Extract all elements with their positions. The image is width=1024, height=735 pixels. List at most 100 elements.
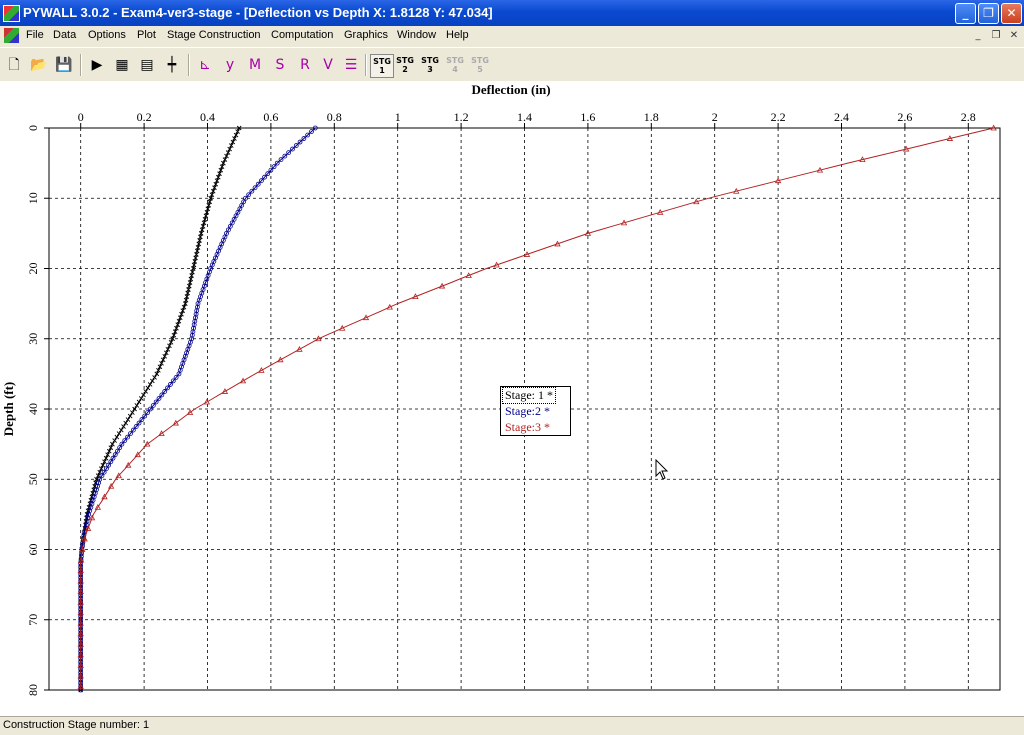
- plot-v-icon[interactable]: V: [323, 57, 333, 73]
- data-point-stage-1: [145, 385, 151, 391]
- x-tick-label: 0: [78, 110, 84, 124]
- data-point-stage-1: [212, 185, 217, 191]
- mdi-close-icon[interactable]: ✕: [1009, 30, 1019, 41]
- data-point-stage-2: [194, 304, 200, 310]
- data-point-stage-2: [115, 448, 120, 454]
- data-point-stage-2: [110, 455, 116, 461]
- data-point-stage-2: [119, 441, 125, 447]
- data-point-stage-1: [203, 213, 209, 219]
- menu-file[interactable]: File: [26, 29, 44, 41]
- x-tick-label: 2: [712, 110, 718, 124]
- plot-r-icon[interactable]: R: [300, 57, 310, 73]
- plot-yp-icon[interactable]: ⊾: [199, 57, 211, 73]
- data-point-stage-1: [177, 315, 183, 320]
- plot-m-icon[interactable]: M: [248, 57, 262, 73]
- data-point-stage-1: [210, 188, 216, 194]
- data-point-stage-2: [262, 174, 267, 180]
- x-tick-label: 0.4: [200, 110, 215, 124]
- data-point-stage-2: [274, 160, 280, 166]
- data-point-stage-3: [94, 504, 101, 510]
- x-axis-title: Deflection (in): [471, 82, 550, 97]
- data-point-stage-1: [204, 209, 210, 215]
- data-point-stage-2: [162, 389, 168, 394]
- data-point-stage-1: [194, 248, 200, 254]
- data-point-stage-1: [182, 301, 188, 306]
- menu-plot[interactable]: Plot: [137, 29, 156, 41]
- data-point-stage-2: [80, 540, 86, 545]
- data-point-stage-1: [147, 382, 153, 387]
- data-point-stage-1: [198, 231, 204, 236]
- data-point-stage-1: [225, 150, 231, 155]
- menu-graphics[interactable]: Graphics: [344, 29, 389, 41]
- stage-2-button[interactable]: STG 2: [396, 56, 414, 74]
- data-point-stage-2: [176, 371, 182, 377]
- data-point-stage-2: [159, 392, 165, 398]
- app-icon[interactable]: [3, 5, 20, 22]
- data-point-stage-3: [79, 546, 86, 552]
- data-point-stage-3: [493, 261, 500, 268]
- title-bar: PYWALL 3.0.2 - Exam4-ver3-stage - [Defle…: [0, 0, 1024, 26]
- data-point-stage-2: [145, 410, 150, 415]
- data-point-stage-1: [224, 153, 229, 159]
- wall-icon[interactable]: ┿: [167, 57, 177, 73]
- data-point-stage-3: [172, 419, 179, 426]
- menu-help[interactable]: Help: [446, 29, 469, 41]
- legend-stage-2: Stage:2 *: [505, 404, 550, 418]
- data-point-stage-1: [112, 438, 117, 443]
- data-point-stage-1: [205, 206, 211, 212]
- data-point-stage-3: [221, 388, 229, 394]
- menu-options[interactable]: Options: [88, 29, 126, 41]
- open-folder-icon[interactable]: 📂: [30, 57, 48, 73]
- menu-data[interactable]: Data: [53, 29, 77, 41]
- menu-stage-construction[interactable]: Stage Construction: [167, 29, 261, 41]
- stage-4-button: STG 4: [446, 56, 464, 74]
- document-icon[interactable]: [4, 28, 19, 43]
- data-point-stage-3: [859, 156, 866, 163]
- data-point-stage-2: [194, 308, 200, 314]
- stage-1-button[interactable]: STG 1: [370, 54, 394, 78]
- data-point-stage-1: [192, 259, 198, 264]
- data-point-stage-1: [116, 431, 122, 436]
- data-point-stage-1: [187, 280, 193, 285]
- menu-window[interactable]: Window: [397, 29, 437, 41]
- data-point-stage-2: [265, 171, 271, 177]
- plot-stage-icon[interactable]: ☰: [344, 57, 358, 73]
- close-icon[interactable]: ✕: [1001, 3, 1022, 24]
- data-point-stage-1: [102, 459, 107, 465]
- y-tick-label: 70: [26, 614, 40, 626]
- data-point-stage-2: [189, 332, 195, 338]
- new-file-icon[interactable]: 🗋: [8, 57, 20, 73]
- data-point-stage-1: [134, 403, 140, 408]
- stage-3-button[interactable]: STG 3: [421, 56, 439, 74]
- data-point-stage-2: [290, 146, 295, 152]
- data-point-stage-3: [239, 377, 247, 384]
- mdi-minimize-icon[interactable]: _: [975, 30, 981, 41]
- mdi-restore-icon[interactable]: ❐: [991, 30, 1001, 41]
- data-point-stage-3: [946, 135, 954, 141]
- menu-computation[interactable]: Computation: [271, 29, 334, 41]
- data-point-stage-1: [207, 199, 213, 205]
- x-tick-label: 2.6: [897, 110, 912, 124]
- run-icon[interactable]: ▶: [91, 57, 103, 73]
- plot-y-icon[interactable]: y: [225, 57, 235, 73]
- data-point-stage-1: [162, 353, 168, 359]
- plot-s-icon[interactable]: S: [275, 57, 285, 73]
- plot-window[interactable]: 0 0.2 0.4 0.6 0.8 1 1.2 1.4 1.6 1.8 2 2.2 2.4 2.6 2.8 0…: [0, 81, 1024, 716]
- data-point-stage-3: [77, 662, 84, 668]
- status-bar: Construction Stage number: 1: [0, 716, 1024, 735]
- data-point-stage-1: [228, 143, 234, 148]
- data-point-stage-3: [438, 282, 446, 289]
- minimize-icon[interactable]: _: [955, 3, 976, 24]
- graph-icon[interactable]: ▦: [115, 57, 129, 73]
- report-icon[interactable]: ▤: [140, 57, 154, 73]
- data-point-stage-3: [693, 198, 700, 205]
- data-point-stage-2: [165, 385, 170, 391]
- data-point-stage-1: [163, 350, 169, 356]
- data-point-stage-2: [99, 473, 105, 479]
- restore-icon[interactable]: ❐: [978, 3, 999, 24]
- save-icon[interactable]: 💾: [55, 57, 73, 73]
- data-point-stage-3: [186, 409, 194, 415]
- data-point-stage-1: [195, 245, 201, 250]
- data-point-stage-2: [297, 139, 303, 145]
- data-point-stage-2: [190, 329, 196, 335]
